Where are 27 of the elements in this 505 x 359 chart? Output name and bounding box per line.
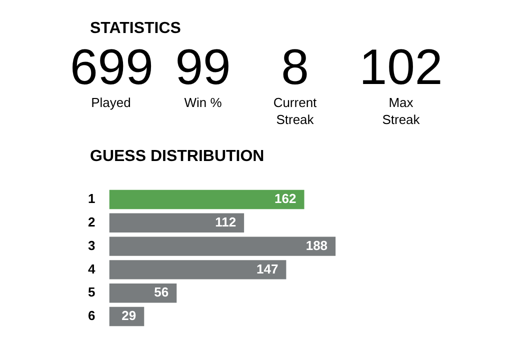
bar [109,284,177,303]
chart-title: GUESS DISTRIBUTION [90,148,266,166]
data-label: 29 [122,308,136,324]
bar [109,260,286,280]
y-tick-label: 6 [88,308,96,324]
text: 99 [174,39,232,95]
y-tick-label: 4 [88,261,96,276]
y-tick-label: 2 [88,214,96,230]
text: Played [90,94,132,111]
data-label: 162 [274,191,296,206]
data-label: 56 [154,284,169,300]
text: STATISTICS [90,20,182,38]
text: 699 [70,39,154,95]
y-tick-label: 1 [88,191,96,206]
text: 102 [358,39,444,95]
y-tick-label: 3 [88,238,96,253]
data-label: 188 [306,238,328,253]
data-label: 147 [256,261,278,276]
bar [109,190,304,210]
text: Win % [183,94,223,111]
bar [109,213,244,232]
bar [109,236,336,256]
y-tick-label: 5 [88,284,96,300]
text: Max Streak [381,94,421,128]
text: Current Streak [272,94,318,128]
text: 8 [280,39,310,95]
data-label: 112 [215,214,236,230]
